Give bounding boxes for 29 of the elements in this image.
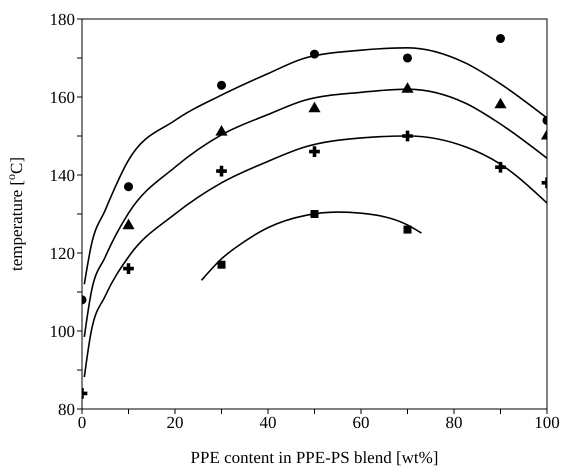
y-tick-label: 180 [50,10,75,30]
x-tick-label: 20 [166,413,184,432]
y-tick-label: 160 [50,88,75,108]
y-tick-label: 140 [50,166,75,186]
point [124,182,134,192]
x-tick-label: 60 [352,413,370,432]
line-series [200,211,422,282]
point [215,125,228,136]
point [404,226,412,234]
point [216,166,227,176]
point [309,146,320,157]
y-tick-label: 80 [58,400,75,420]
x-tick-label: 100 [534,413,560,432]
point [216,80,226,90]
point [218,260,226,269]
y-tick-label: 120 [50,244,75,264]
x-tick-label: 0 [78,413,86,432]
point [402,53,412,63]
line-series [84,47,547,285]
y-tick-label: 100 [50,322,75,342]
point [495,162,506,173]
point [310,50,320,59]
point [496,34,506,44]
point [123,263,134,274]
x-tick-label: 80 [446,413,462,432]
x-axis-title: PPE content in PPE-PS blend [wt%] [190,448,438,467]
point [310,210,318,218]
point [402,130,413,142]
x-tick-label: 40 [260,413,276,432]
